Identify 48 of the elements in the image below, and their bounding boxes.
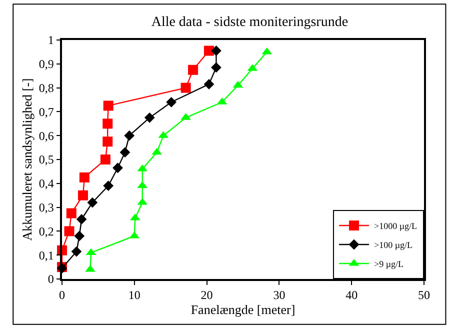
point (211, 46, 222, 56)
x-tick-label: 10 (128, 288, 140, 302)
chart-title: Alle data - sidste moniteringsrunde (151, 15, 348, 30)
y-tick-label: 0 (48, 272, 54, 286)
point (79, 172, 90, 182)
legend-label: >1000 µg/L (374, 221, 418, 232)
x-tick-label: 0 (59, 288, 65, 302)
y-tick-label: 0,8 (38, 81, 54, 95)
legend-label: >9 µg/L (374, 259, 404, 270)
y-tick-label: 0,9 (38, 57, 54, 72)
point (103, 180, 114, 191)
y-tick-label: 0,3 (38, 200, 54, 214)
point (85, 264, 96, 272)
point (103, 100, 114, 111)
y-axis-title: Akkumuleret sandsynlighed [-] (19, 78, 34, 241)
point (188, 64, 198, 75)
point (120, 147, 130, 158)
point (78, 190, 88, 200)
x-axis-title: Fanelængde [meter] (190, 302, 296, 318)
x-tick-label: 20 (200, 288, 213, 302)
point (180, 82, 191, 93)
point (166, 96, 177, 108)
point (74, 230, 85, 242)
y-tick-label: 0,2 (38, 224, 54, 238)
point (144, 112, 155, 123)
point (87, 197, 98, 208)
point (71, 246, 82, 257)
point (211, 62, 222, 73)
y-tick-label: 0,7 (38, 104, 54, 119)
point (100, 154, 110, 164)
point (76, 214, 87, 224)
point (64, 226, 74, 236)
legend-label: >100 µg/L (374, 240, 413, 250)
y-tick-label: 0,5 (38, 152, 54, 167)
y-tick-label: 0,1 (38, 248, 54, 262)
point (66, 208, 76, 218)
point (204, 79, 214, 90)
point (124, 130, 135, 141)
point (102, 136, 113, 147)
y-tick-label: 0,6 (38, 128, 54, 143)
y-tick-label: 1 (48, 33, 54, 48)
point (112, 162, 123, 174)
y-tick-label: 0,4 (38, 176, 54, 191)
x-tick-label: 30 (273, 288, 286, 302)
x-tick-label: 40 (346, 288, 358, 302)
x-tick-label: 50 (418, 288, 430, 302)
point (102, 118, 113, 129)
point (204, 46, 214, 56)
